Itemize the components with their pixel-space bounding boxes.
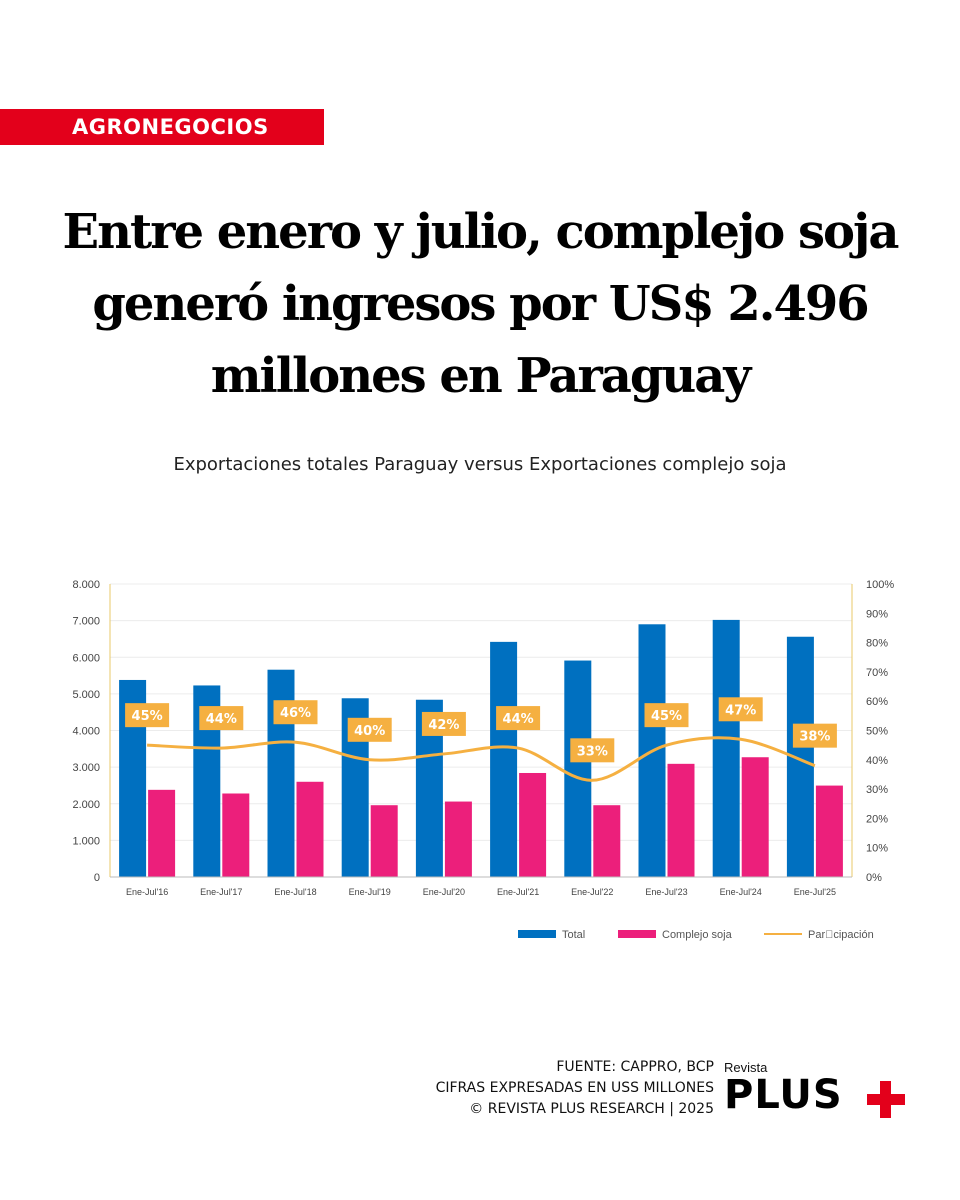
x-tick-label: Ene-Jul'25 xyxy=(794,887,836,897)
data-label-box xyxy=(644,703,689,728)
y-left-tick-label: 7.000 xyxy=(72,616,100,628)
headline-line-3: millones en Paraguay xyxy=(210,348,752,404)
y-right-tick-label: 10% xyxy=(866,843,888,855)
y-left-tick-label: 4.000 xyxy=(72,726,100,738)
bar-complejo-soja xyxy=(370,805,398,877)
headline: Entre enero y julio, complejo soja gener… xyxy=(40,196,920,412)
data-label: 45% xyxy=(132,709,163,724)
data-label-box xyxy=(125,703,170,728)
bar-complejo-soja xyxy=(148,789,176,877)
legend-label: Complejo soja xyxy=(662,929,733,941)
footer-notes: FUENTE: CAPPRO, BCP CIFRAS EXPRESADAS EN… xyxy=(436,1057,714,1120)
x-tick-label: Ene-Jul'22 xyxy=(571,887,613,897)
data-label-box xyxy=(792,723,837,748)
x-tick-label: Ene-Jul'18 xyxy=(274,887,316,897)
revista-plus-logo: Revista PLUS xyxy=(724,1060,914,1120)
data-label: 42% xyxy=(428,718,459,733)
x-tick-label: Ene-Jul'19 xyxy=(349,887,391,897)
y-left-tick-label: 2.000 xyxy=(72,799,100,811)
y-right-tick-label: 90% xyxy=(866,608,888,620)
chart-legend: Total Complejo soja Par cipación xyxy=(518,929,874,941)
legend-label: Par cipación xyxy=(808,929,874,941)
bar-complejo-soja xyxy=(519,772,547,877)
chart-subtitle: Exportaciones totales Paraguay versus Ex… xyxy=(173,454,787,475)
legend-label: Total xyxy=(562,929,585,941)
bar-complejo-soja xyxy=(741,757,769,877)
data-label: 44% xyxy=(503,712,534,727)
data-label-box xyxy=(570,738,615,763)
data-label: 40% xyxy=(354,724,385,739)
section-tag: AGRONEGOCIOS xyxy=(0,109,324,145)
data-label-box xyxy=(421,711,466,736)
y-left-tick-label: 8.000 xyxy=(72,579,100,591)
bar-complejo-soja xyxy=(296,781,324,877)
legend-swatch xyxy=(618,930,656,938)
line-participacion xyxy=(147,736,816,782)
x-tick-label: Ene-Jul'23 xyxy=(645,887,687,897)
chart-axes: 0 1.000 2.000 3.000 4.000 5.000 6.000 7.000 8.00… xyxy=(72,579,894,897)
bar-complejo-soja xyxy=(222,793,250,877)
y-left-tick-label: 0 xyxy=(94,872,100,884)
headline-line-1: Entre enero y julio, complejo soja xyxy=(62,204,900,260)
y-right-tick-label: 60% xyxy=(866,696,888,708)
data-label-box xyxy=(273,700,318,725)
y-right-tick-label: 30% xyxy=(866,784,888,796)
y-right-tick-label: 0% xyxy=(866,872,882,884)
chart-grid xyxy=(110,583,852,878)
data-label: 47% xyxy=(725,703,756,718)
y-right-tick-label: 80% xyxy=(866,638,888,650)
bar-complejo-soja xyxy=(593,805,621,877)
logo-small-text: Revista xyxy=(724,1060,768,1075)
bar-total xyxy=(490,641,518,877)
data-label: 38% xyxy=(799,730,830,745)
data-label-box xyxy=(347,717,392,742)
x-tick-label: Ene-Jul'20 xyxy=(423,887,465,897)
data-label: 33% xyxy=(577,744,608,759)
data-label-box xyxy=(199,706,244,731)
data-label-box xyxy=(718,697,763,722)
data-label: 44% xyxy=(206,712,237,727)
chart-data-labels: 45% 44% 46% 40% 42% 44% 33% 45% 47% 38% xyxy=(125,697,837,763)
footer-copyright: © REVISTA PLUS RESEARCH | 2025 xyxy=(469,1101,714,1117)
bar-complejo-soja xyxy=(667,763,695,877)
y-left-tick-label: 1.000 xyxy=(72,835,100,847)
x-tick-label: Ene-Jul'21 xyxy=(497,887,539,897)
bar-total xyxy=(564,660,592,877)
legend-swatch xyxy=(518,930,556,938)
headline-line-2: generó ingresos por US$ 2.496 xyxy=(92,276,869,332)
combo-chart: 45% 44% 46% 40% 42% 44% 33% 45% 47% 38% 0 1.000 2.0… xyxy=(72,579,894,941)
bar-complejo-soja xyxy=(444,801,472,877)
x-tick-label: Ene-Jul'17 xyxy=(200,887,242,897)
x-tick-label: Ene-Jul'24 xyxy=(720,887,762,897)
logo-big-text: PLUS xyxy=(724,1072,843,1118)
y-left-tick-label: 5.000 xyxy=(72,689,100,701)
bar-complejo-soja xyxy=(815,785,843,877)
y-right-tick-label: 70% xyxy=(866,667,888,679)
x-tick-label: Ene-Jul'16 xyxy=(126,887,168,897)
y-left-tick-label: 6.000 xyxy=(72,652,100,664)
y-right-tick-label: 100% xyxy=(866,579,894,591)
bar-total xyxy=(712,619,740,877)
chart-line xyxy=(147,736,816,782)
data-label-box xyxy=(496,706,541,731)
y-right-tick-label: 40% xyxy=(866,755,888,767)
footer-units: CIFRAS EXPRESADAS EN USS MILLONES xyxy=(435,1080,714,1096)
y-right-tick-label: 20% xyxy=(866,813,888,825)
data-label: 46% xyxy=(280,706,311,721)
data-label: 45% xyxy=(651,709,682,724)
y-left-tick-label: 3.000 xyxy=(72,762,100,774)
plus-icon xyxy=(867,1081,907,1122)
y-right-tick-label: 50% xyxy=(866,726,888,738)
footer-source: FUENTE: CAPPRO, BCP xyxy=(556,1059,714,1075)
